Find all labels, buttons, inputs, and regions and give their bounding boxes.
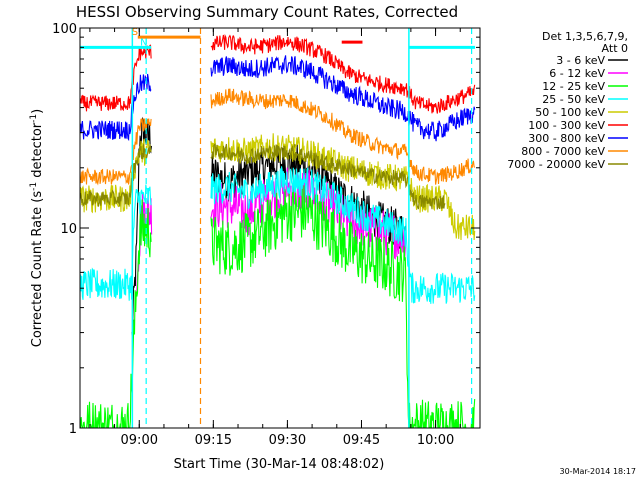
x-axis-label: Start Time (30-Mar-14 08:48:02)	[174, 457, 385, 472]
x-tick-label-3: 09:30	[269, 433, 306, 448]
y-axis-label-part-2: detector	[30, 122, 45, 182]
y-axis-label-sup-2: -1	[29, 114, 39, 123]
y-axis-label: Corrected Count Rate (s-1 detector-1)	[29, 109, 45, 347]
flag-label-1: S	[132, 27, 138, 38]
legend-entry-2: 6 - 12 keV	[549, 67, 605, 80]
legend-entry-6: 100 - 300 keV	[528, 119, 605, 132]
legend-header-2: Att 0	[602, 42, 628, 55]
x-tick-label-2: 09:15	[195, 433, 232, 448]
chart-title: HESSI Observing Summary Count Rates, Cor…	[76, 3, 458, 21]
legend-entry-3: 12 - 25 keV	[542, 80, 605, 93]
legend-entry-5: 50 - 100 keV	[535, 106, 605, 119]
legend-header-1: Det 1,3,5,6,7,9,	[542, 30, 628, 43]
x-tick-label-5: 10:00	[417, 433, 454, 448]
series-group	[80, 28, 476, 428]
x-tick-label-4: 09:45	[343, 433, 380, 448]
x-tick-label-1: 09:00	[121, 433, 158, 448]
series-line-7	[80, 55, 476, 142]
series-line-8	[80, 88, 476, 186]
axes-layer: 09:00 09:15 09:30 09:45 10:00 1 10 100	[52, 22, 481, 448]
legend-entry-8: 800 - 7000 keV	[521, 145, 605, 158]
series-line-3	[80, 185, 476, 428]
y-tick-label-2: 10	[60, 222, 77, 237]
legend-entry-1: 3 - 6 keV	[556, 54, 605, 67]
y-axis-label-part-1: Corrected Count Rate (s	[30, 191, 45, 348]
y-tick-label-1: 1	[69, 422, 77, 437]
legend-entry-9: 7000 - 20000 keV	[507, 158, 605, 171]
y-axis-label-sup-1: -1	[29, 182, 39, 191]
plot-timestamp: 30-Mar-2014 18:17	[560, 467, 637, 476]
legend-entry-7: 300 - 800 keV	[528, 132, 605, 145]
series-line-9	[80, 143, 446, 210]
legend-entry-4: 25 - 50 keV	[542, 93, 605, 106]
y-axis-label-part-3: )	[30, 109, 45, 114]
flag-label-2: N	[140, 37, 147, 48]
series-line-4	[80, 166, 476, 304]
plot-layer: SN	[80, 27, 476, 428]
y-tick-label-3: 100	[52, 22, 77, 37]
